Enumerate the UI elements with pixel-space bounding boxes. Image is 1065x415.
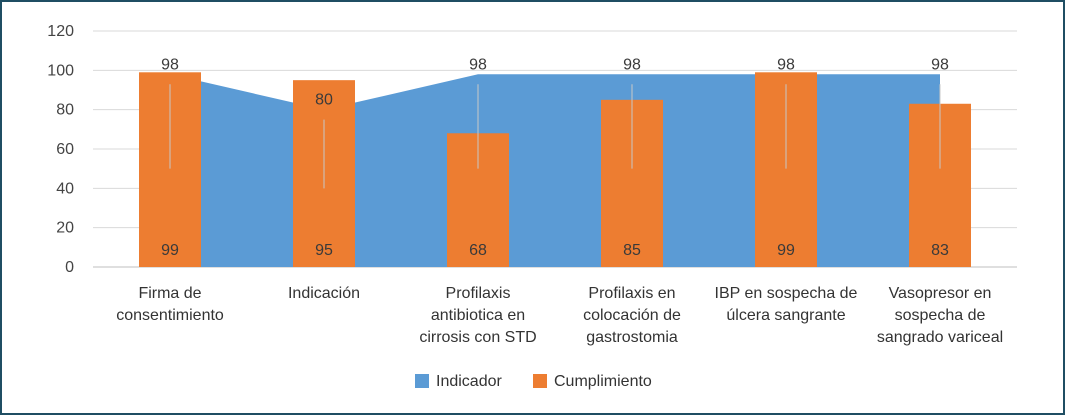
data-label-indicador: 98	[777, 56, 795, 73]
data-label-cumplimiento: 85	[623, 242, 641, 259]
data-label-cumplimiento: 99	[777, 242, 795, 259]
y-tick-label: 120	[47, 23, 74, 40]
data-label-cumplimiento: 99	[161, 242, 179, 259]
y-tick-label: 80	[56, 102, 74, 119]
x-category-label: Profilaxis antibiotica en cirrosis con STD	[419, 285, 536, 346]
y-tick-label: 60	[56, 141, 74, 158]
data-label-cumplimiento: 83	[931, 242, 949, 259]
legend-swatch	[533, 374, 547, 388]
data-label-indicador: 98	[931, 56, 949, 73]
x-category-label: Indicación	[288, 285, 360, 302]
legend-label: Indicador	[436, 373, 502, 390]
x-category-label: Profilaxis en colocación de gastrostomia	[583, 285, 681, 346]
legend-swatch	[415, 374, 429, 388]
y-tick-label: 20	[56, 220, 74, 237]
data-label-indicador: 98	[469, 56, 487, 73]
data-label-indicador: 80	[315, 92, 333, 109]
area-series-indicador	[170, 74, 940, 268]
data-label-cumplimiento: 68	[469, 242, 487, 259]
y-tick-label: 0	[65, 259, 74, 276]
x-category-label: IBP en sospecha de úlcera sangrante	[715, 285, 858, 324]
x-category-label: Firma de consentimiento	[116, 285, 224, 324]
legend-label: Cumplimiento	[554, 373, 652, 390]
data-label-indicador: 98	[161, 56, 179, 73]
data-label-cumplimiento: 95	[315, 242, 333, 259]
x-category-label: Vasopresor en sospecha de sangrado varicea…	[877, 285, 1003, 346]
y-tick-label: 100	[47, 62, 74, 79]
data-label-indicador: 98	[623, 56, 641, 73]
y-tick-label: 40	[56, 180, 74, 197]
